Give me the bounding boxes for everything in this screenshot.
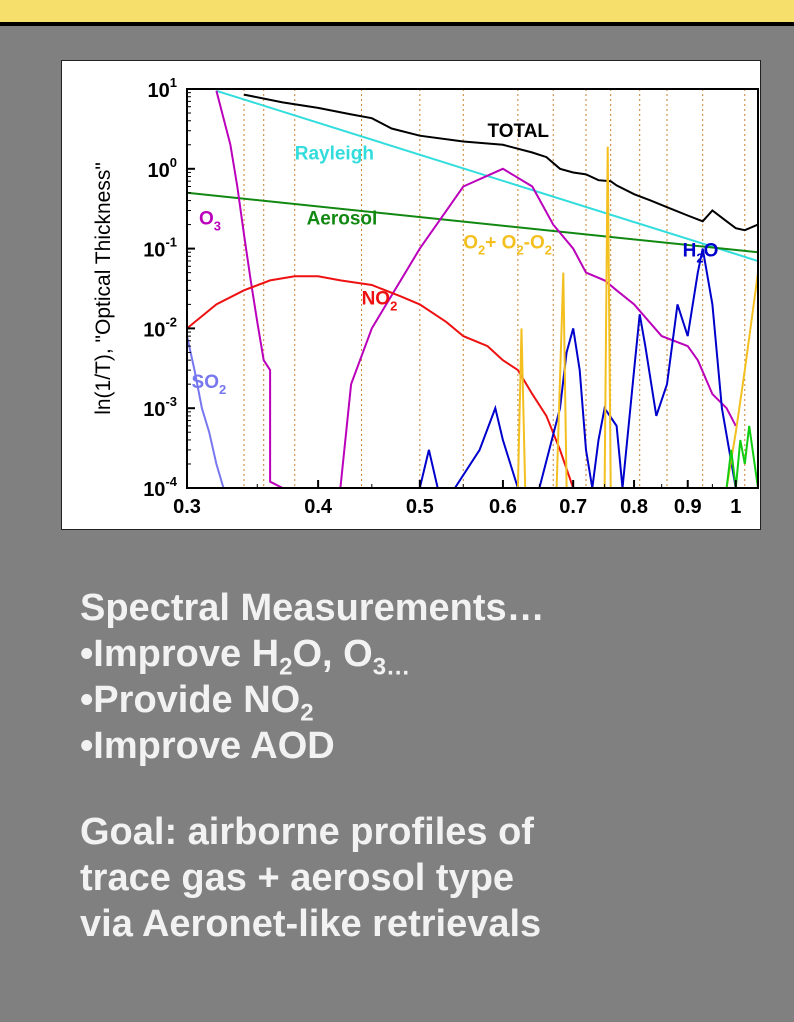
goal-line: trace gas + aerosol type: [80, 857, 515, 899]
top-banner: [0, 0, 794, 26]
y-tick-label: 10-3: [143, 394, 177, 421]
label-aerosol: Aerosol: [307, 209, 378, 230]
plot-frame: [186, 88, 759, 489]
y-tick-base: 10: [143, 319, 165, 341]
label-text: -O: [524, 233, 545, 254]
label-text: NO: [362, 288, 391, 309]
label-subscript: 3: [214, 219, 221, 234]
series-o3: [215, 90, 737, 488]
label-text: Aerosol: [307, 209, 378, 230]
bullet-text: •Improve AOD: [80, 725, 335, 767]
y-axis-label: ln(1/T), "Optical Thickness": [92, 162, 115, 415]
heading-text: Spectral Measurements…: [80, 587, 545, 629]
heading-line: Spectral Measurements…: [80, 585, 780, 631]
goal-line: via Aeronet-like retrievals: [80, 903, 542, 945]
y-tick-base: 10: [148, 160, 170, 182]
series-no2: [187, 275, 575, 488]
x-tick-label: 0.9: [674, 496, 702, 518]
y-tick-exponent: -3: [165, 394, 177, 409]
series-so2: [187, 335, 225, 488]
series-h2o: [418, 248, 737, 488]
label-text: Rayleigh: [295, 144, 374, 165]
y-tick-label: 10-1: [143, 235, 177, 262]
label-h2o: H2O: [683, 240, 719, 265]
label-so2: SO2: [192, 372, 227, 397]
subscript: 3…: [372, 653, 411, 681]
y-tick-label: 101: [148, 75, 177, 102]
goal-line: Goal: airborne profiles of: [80, 811, 534, 853]
series-green: [725, 425, 758, 488]
bullet-aod: •Improve AOD: [80, 723, 780, 769]
series-aerosol: [187, 191, 758, 254]
bullet-text: •Provide NO: [80, 679, 301, 721]
subscript: 2: [279, 653, 293, 681]
label-no2: NO2: [362, 288, 398, 313]
label-subscript: 2: [478, 243, 485, 258]
y-tick-exponent: -4: [165, 474, 177, 489]
label-text: O: [199, 209, 214, 230]
x-tick-label: 0.8: [620, 496, 648, 518]
x-tick-label: 0.7: [559, 496, 587, 518]
label-text: O: [463, 233, 478, 254]
label-subscript: 2: [390, 298, 397, 313]
y-tick-exponent: -1: [165, 235, 177, 250]
y-tick-exponent: 1: [170, 75, 177, 90]
bullet-text: •Improve H: [80, 633, 280, 675]
label-text: + O: [485, 233, 516, 254]
label-text: TOTAL: [487, 121, 549, 142]
label-o3: O3: [199, 209, 221, 234]
bullet-text: O, O: [292, 633, 373, 675]
optical-thickness-chart: 101 100 10-1 10-2 10-3 10-4 0.3 0.4 0.5 0.6 0.7 0.8…: [61, 60, 761, 530]
y-tick-exponent: -2: [165, 314, 177, 329]
series-o2: [516, 146, 758, 488]
bullet-h2o-o3: •Improve H2O, O3…: [80, 631, 780, 679]
y-tick-exponent: 0: [170, 155, 177, 170]
label-subscript: 2: [219, 382, 226, 397]
y-tick-label: 10-2: [143, 314, 177, 341]
label-rayleigh: Rayleigh: [295, 144, 374, 165]
y-tick-base: 10: [148, 80, 170, 102]
label-o2: O2+ O2-O2: [463, 233, 552, 258]
goal-block: Goal: airborne profiles of trace gas + a…: [80, 809, 780, 947]
subscript: 2: [300, 699, 314, 727]
slide-text: Spectral Measurements… •Improve H2O, O3……: [80, 585, 780, 947]
y-tick-label: 100: [148, 155, 177, 182]
y-tick-base: 10: [143, 399, 165, 421]
x-tick-label: 0.4: [304, 496, 333, 518]
label-total: TOTAL: [487, 121, 549, 142]
label-text: O: [704, 240, 719, 261]
label-subscript: 2: [696, 250, 703, 265]
x-tick-label: 0.6: [489, 496, 517, 518]
label-text: SO: [192, 372, 219, 393]
x-tick-label: 0.3: [173, 496, 201, 518]
x-tick-label: 0.5: [406, 496, 434, 518]
label-subscript: 2: [545, 243, 552, 258]
x-tick-label: 1: [730, 496, 741, 518]
y-tick-base: 10: [143, 479, 165, 501]
y-tick-base: 10: [143, 240, 165, 262]
label-subscript: 2: [516, 243, 523, 258]
label-text: H: [683, 240, 697, 261]
y-tick-label: 10-4: [143, 474, 178, 501]
bullet-no2: •Provide NO2: [80, 677, 780, 725]
series-total: [243, 93, 758, 232]
